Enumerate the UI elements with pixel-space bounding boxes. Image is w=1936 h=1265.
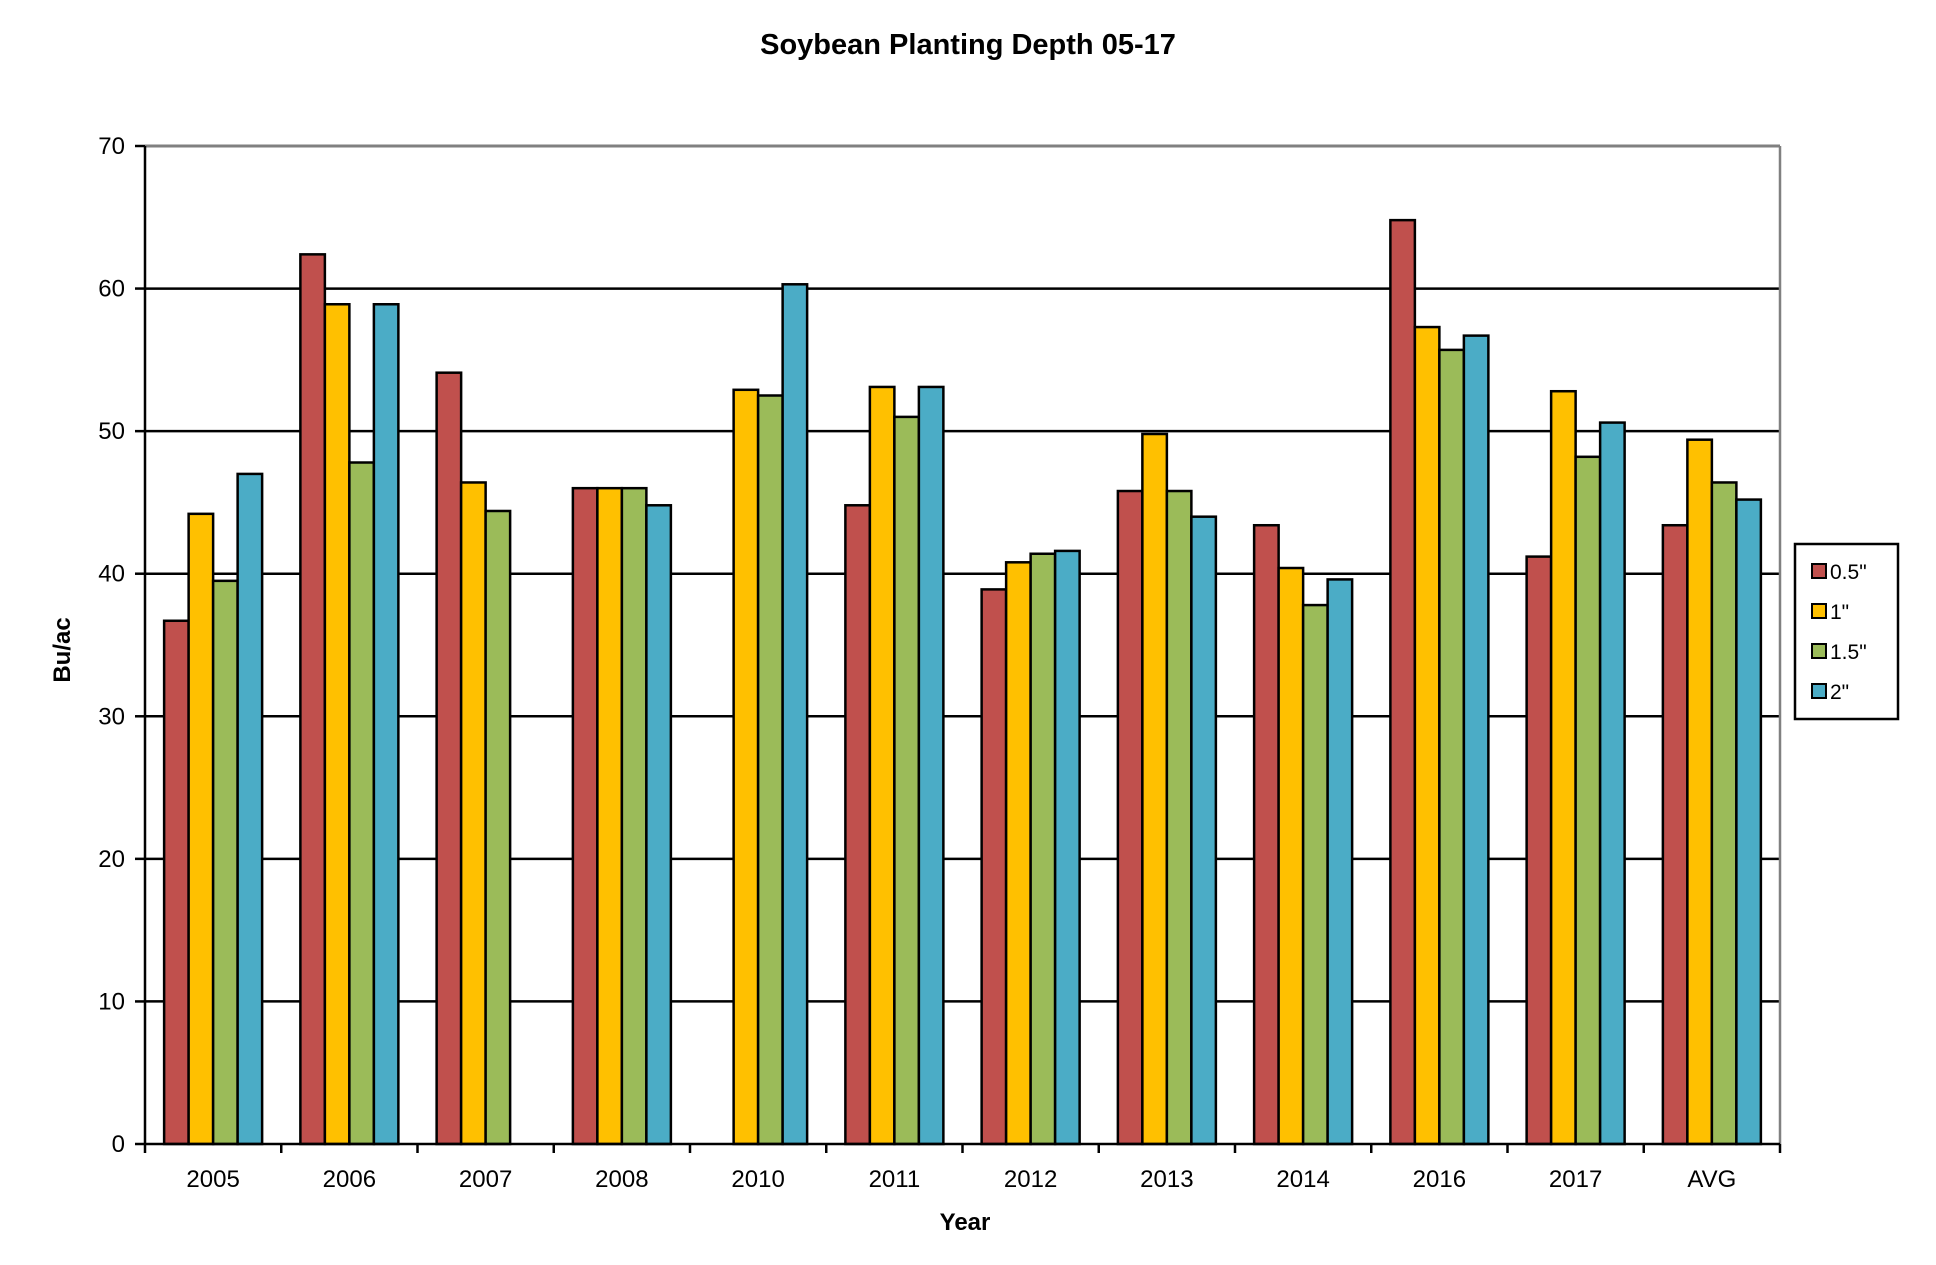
bar-2008-series-3: [620, 486, 648, 1146]
bar-2016-series-1: [1389, 218, 1417, 1146]
bar-2016-series-3: [1438, 348, 1466, 1146]
bar-2011-series-1: [844, 504, 872, 1146]
bar-2008-series-2: [596, 486, 624, 1146]
legend-swatch: [1811, 603, 1827, 619]
x-tick-label: 2005: [186, 1166, 239, 1193]
legend-swatch: [1811, 683, 1827, 699]
bar-2012-series-4: [1053, 549, 1081, 1146]
bar-2007-series-2: [459, 481, 487, 1146]
bar-2017-series-2: [1549, 389, 1577, 1146]
y-tick-label: 70: [98, 133, 125, 160]
legend-label: 0.5": [1830, 561, 1867, 584]
chart-title: Soybean Planting Depth 05-17: [760, 29, 1176, 61]
bars: [162, 218, 1763, 1146]
y-tick-label: 30: [98, 703, 125, 730]
y-axis-title: Bu/ac: [49, 617, 76, 682]
bar-2008-series-1: [571, 486, 599, 1146]
bar-2013-series-1: [1116, 489, 1144, 1146]
bar-2006-series-3: [348, 461, 376, 1146]
bar-2014-series-3: [1301, 603, 1329, 1146]
legend-label: 2": [1830, 681, 1849, 704]
y-tick-labels: 0 10 20 30 40 50 60 70: [98, 133, 125, 1158]
x-tick-labels: 2005 2006 2007 2008 2010 2011 2012 2013 2014 2016…: [186, 1166, 1736, 1193]
legend-items: 0.5" 1" 1.5" 2": [1811, 561, 1867, 704]
y-tick-label: 50: [98, 418, 125, 445]
bar-AVG-series-2: [1686, 438, 1714, 1146]
bar-2010-series-3: [756, 394, 784, 1146]
bar-2012-series-1: [980, 588, 1008, 1146]
bar-2016-series-4: [1462, 334, 1490, 1146]
y-tick-label: 0: [112, 1131, 125, 1158]
bar-2016-series-2: [1413, 325, 1441, 1146]
legend-swatch: [1811, 563, 1827, 579]
bar-2011-series-2: [868, 385, 896, 1146]
y-tick-label: 20: [98, 846, 125, 873]
x-tick-label: 2007: [459, 1166, 512, 1193]
legend-label: 1": [1830, 601, 1849, 624]
legend-label: 1.5": [1830, 641, 1867, 664]
bar-2014-series-1: [1252, 523, 1280, 1146]
bar-2010-series-2: [732, 388, 760, 1146]
bar-2017-series-3: [1574, 455, 1602, 1146]
bar-2017-series-4: [1598, 421, 1626, 1146]
bar-2017-series-1: [1525, 555, 1553, 1146]
axes: [135, 144, 1782, 1153]
bar-2007-series-1: [435, 371, 463, 1146]
bar-AVG-series-3: [1710, 481, 1738, 1146]
bar-2005-series-3: [211, 579, 239, 1146]
bar-2014-series-4: [1326, 578, 1354, 1146]
x-tick-label: AVG: [1687, 1166, 1736, 1193]
y-tick-label: 40: [98, 561, 125, 588]
bar-2011-series-4: [917, 385, 945, 1146]
x-tick-label: 2006: [323, 1166, 376, 1193]
bar-2012-series-3: [1029, 552, 1057, 1146]
x-tick-label: 2012: [1004, 1166, 1057, 1193]
x-tick-label: 2008: [595, 1166, 648, 1193]
bar-2005-series-2: [187, 512, 215, 1146]
x-tick-label: 2010: [731, 1166, 784, 1193]
bar-2006-series-4: [372, 303, 400, 1146]
legend-swatch: [1811, 643, 1827, 659]
y-tick-label: 10: [98, 988, 125, 1015]
y-tick-label: 60: [98, 276, 125, 303]
bar-2013-series-2: [1141, 432, 1169, 1146]
x-tick-label: 2017: [1549, 1166, 1602, 1193]
x-tick-label: 2014: [1276, 1166, 1329, 1193]
x-tick-label: 2013: [1140, 1166, 1193, 1193]
x-tick-label: 2011: [869, 1166, 921, 1193]
legend: 0.5" 1" 1.5" 2": [1793, 542, 1900, 721]
bar-2013-series-4: [1190, 515, 1218, 1146]
bar-2014-series-2: [1277, 566, 1305, 1146]
bar-2008-series-4: [645, 504, 673, 1146]
bar-2010-series-4: [781, 283, 809, 1146]
bar-2007-series-3: [484, 509, 512, 1146]
bar-2005-series-1: [162, 619, 190, 1146]
bar-AVG-series-1: [1661, 523, 1689, 1146]
bar-2006-series-1: [299, 253, 327, 1146]
x-tick-label: 2016: [1413, 1166, 1466, 1193]
bar-2006-series-2: [323, 303, 351, 1146]
x-axis-title: Year: [940, 1209, 991, 1236]
bar-AVG-series-4: [1735, 498, 1763, 1146]
bar-2013-series-3: [1165, 489, 1193, 1146]
bar-2012-series-2: [1004, 561, 1032, 1146]
bar-2011-series-3: [893, 415, 921, 1146]
bar-2005-series-4: [236, 472, 264, 1146]
